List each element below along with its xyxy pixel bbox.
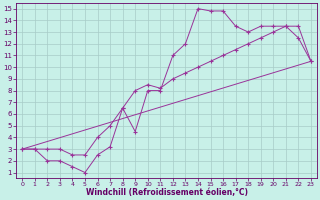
X-axis label: Windchill (Refroidissement éolien,°C): Windchill (Refroidissement éolien,°C) [85,188,248,197]
